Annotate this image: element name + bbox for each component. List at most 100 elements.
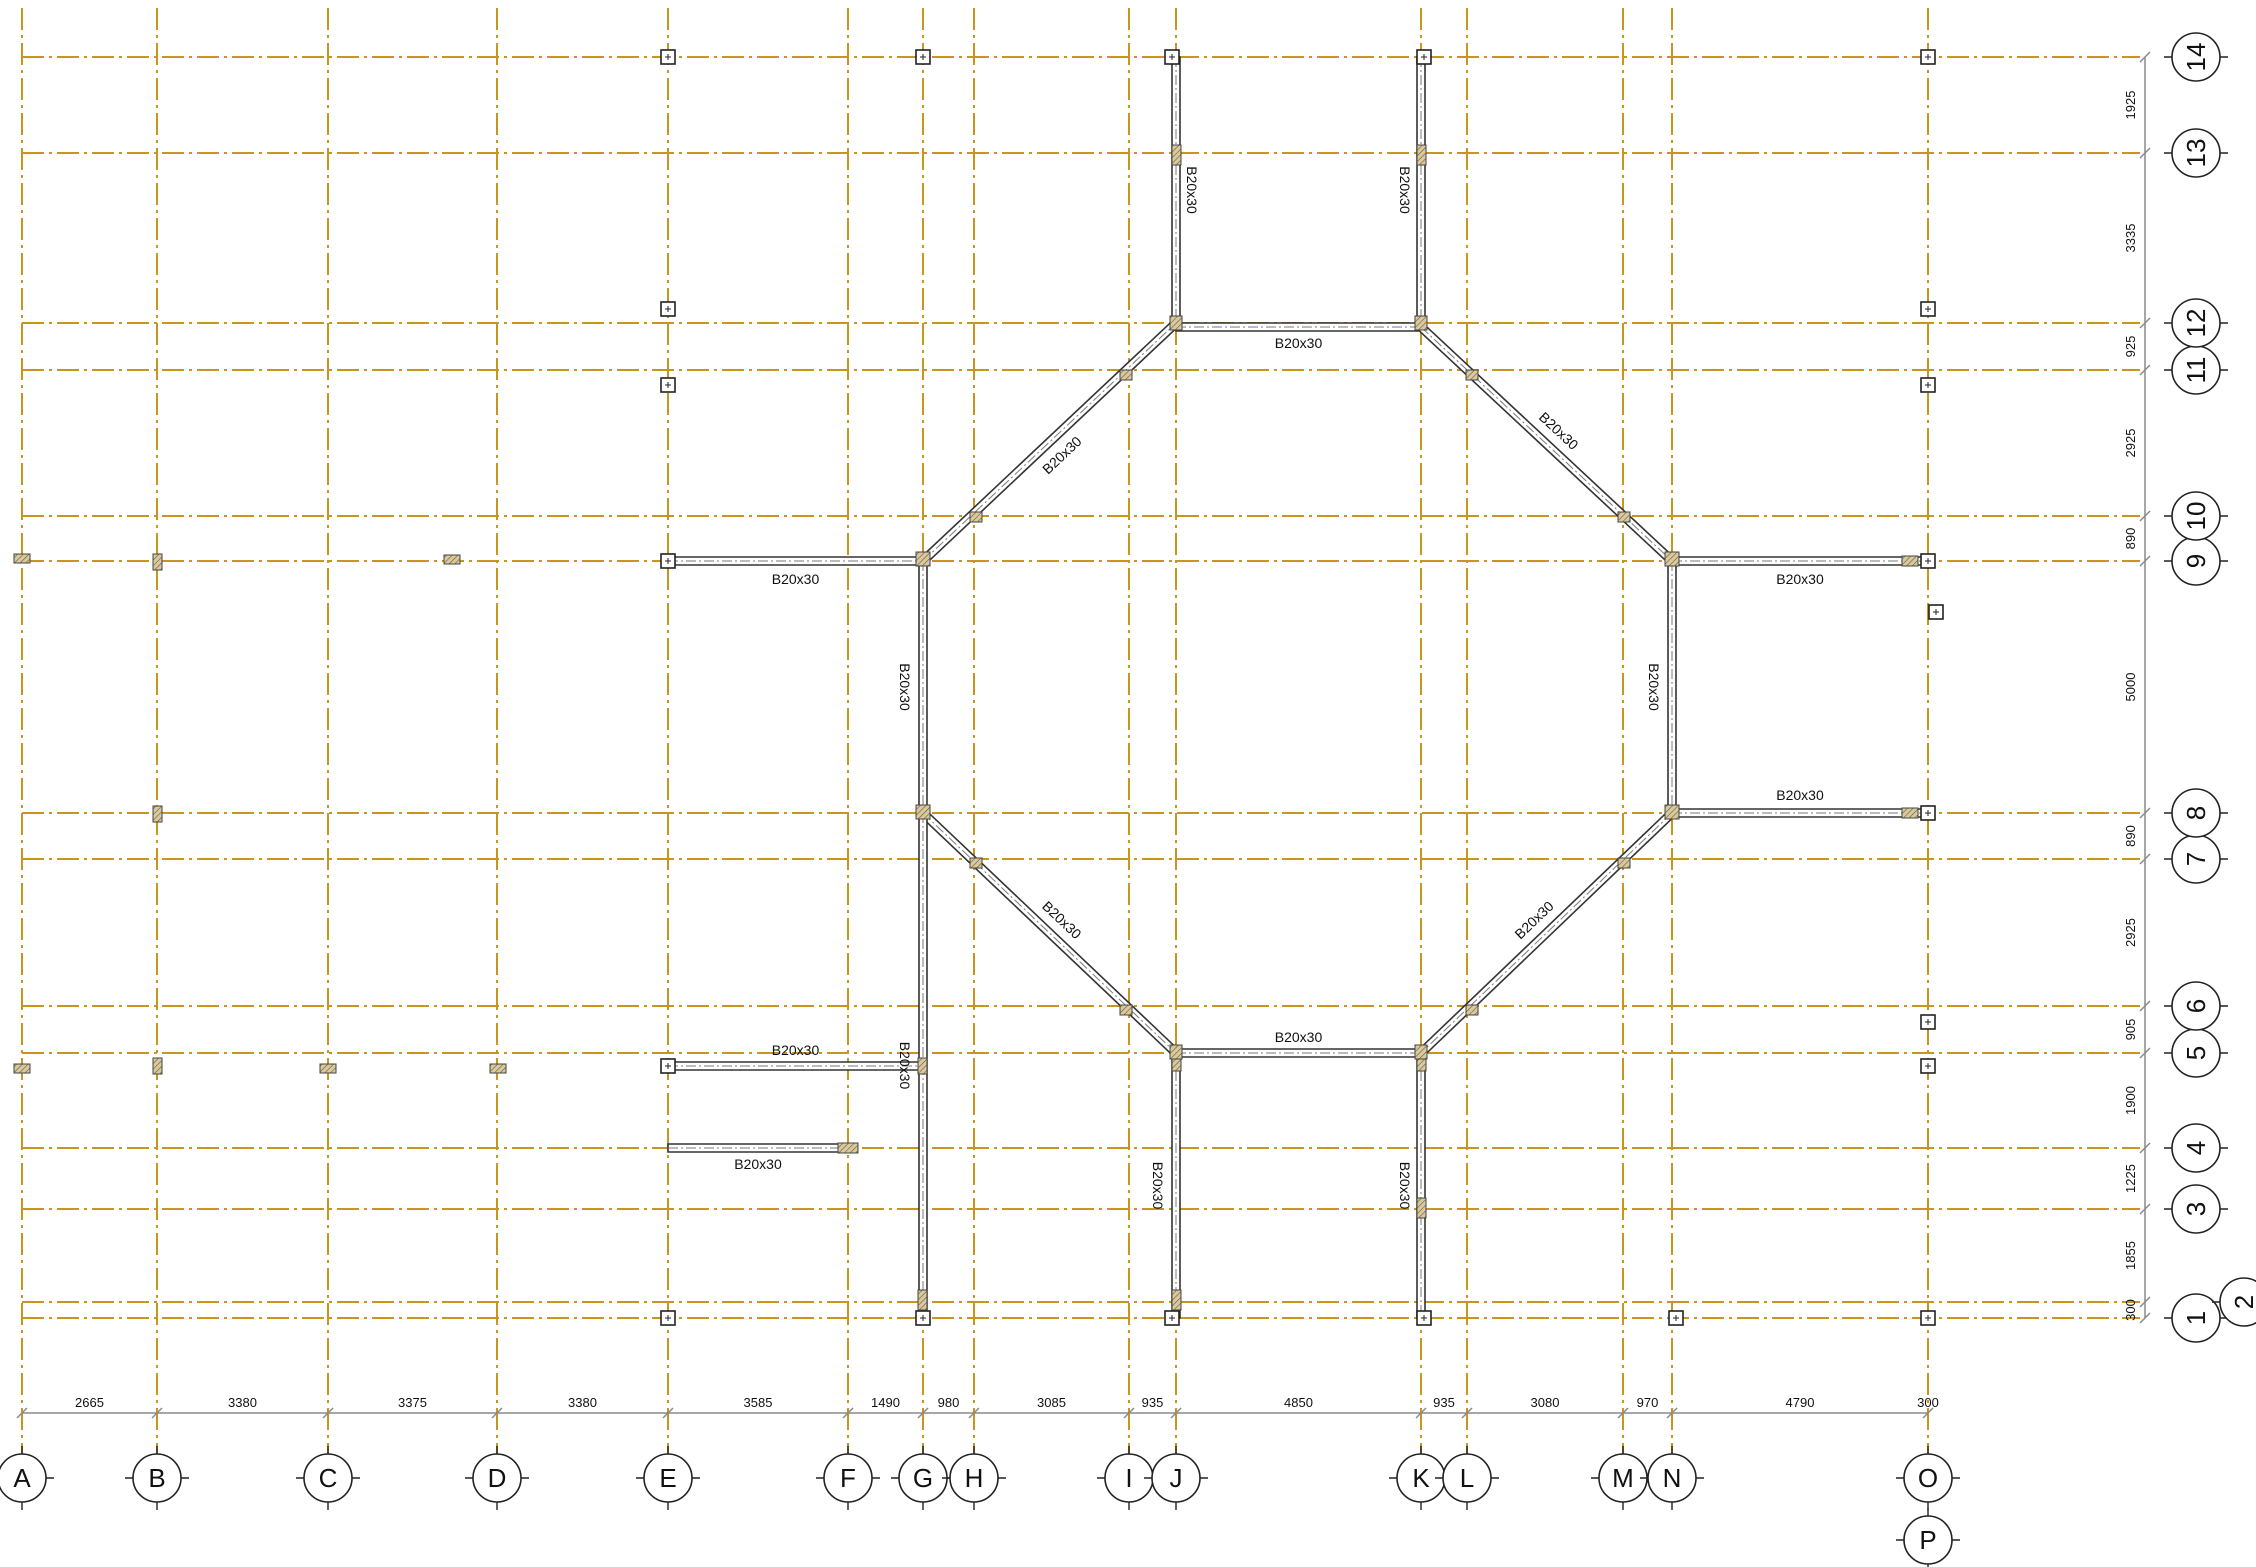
axis-bubble-4: 4 bbox=[2164, 1123, 2228, 1173]
beam-stub bbox=[1664, 551, 1680, 567]
axis-bubble-label: M bbox=[1612, 1463, 1634, 1493]
beam-stub bbox=[915, 804, 931, 820]
y-dimension-label: 1900 bbox=[2123, 1086, 2138, 1115]
y-dimension-label: 1855 bbox=[2123, 1241, 2138, 1270]
x-dimension-tick bbox=[151, 1407, 163, 1419]
axis-bubble-label: 1 bbox=[2181, 1311, 2211, 1325]
beam-stub bbox=[1617, 857, 1631, 869]
axis-bubble-9: 9 bbox=[2164, 536, 2228, 586]
beam: B20x30 bbox=[1646, 560, 1677, 814]
beam-stub bbox=[319, 1063, 337, 1074]
axis-bubble-label: K bbox=[1412, 1463, 1430, 1493]
axis-bubble-label: 9 bbox=[2181, 554, 2211, 568]
column bbox=[1164, 49, 1180, 65]
beam: B20x30 bbox=[1671, 556, 1929, 587]
y-dimension-tick bbox=[2139, 317, 2151, 329]
axis-bubble-label: 2 bbox=[2229, 1295, 2256, 1309]
beam-stub bbox=[13, 1063, 31, 1074]
x-dimension-label: 4790 bbox=[1786, 1395, 1815, 1410]
column bbox=[1928, 604, 1944, 620]
column bbox=[660, 49, 676, 65]
beam-label: B20x30 bbox=[897, 1042, 913, 1090]
beams: B20x30 B20x30 B20x30 B20x30 B20x30 B20x30 B20x… bbox=[667, 56, 1929, 1319]
beam-stub bbox=[1617, 511, 1631, 523]
x-dimension-tick bbox=[1170, 1407, 1182, 1419]
column bbox=[1920, 805, 1936, 821]
x-dimension-tick bbox=[917, 1407, 929, 1419]
axis-bubble-circle bbox=[2171, 1184, 2221, 1234]
column bbox=[660, 553, 676, 569]
axis-bubble-e: E bbox=[636, 1446, 700, 1510]
y-dimension-label: 890 bbox=[2123, 528, 2138, 550]
beam-stub bbox=[1901, 555, 1919, 567]
beam: B20x30 bbox=[667, 1042, 924, 1071]
column bbox=[660, 301, 676, 317]
axis-bubble-circle bbox=[2219, 1277, 2256, 1327]
x-dimension-tick bbox=[662, 1407, 674, 1419]
axis-bubble-label: 14 bbox=[2181, 43, 2211, 72]
x-dimension-label: 300 bbox=[1917, 1395, 1939, 1410]
axis-bubble-circle bbox=[2171, 1123, 2221, 1173]
axis-bubble-j: J bbox=[1144, 1446, 1208, 1510]
beam-stub bbox=[917, 1289, 928, 1311]
column bbox=[915, 1310, 931, 1326]
x-dimension-label: 3085 bbox=[1037, 1395, 1066, 1410]
y-dimension-label: 925 bbox=[2123, 336, 2138, 358]
axis-bubble-label: I bbox=[1125, 1463, 1132, 1493]
axis-bubble-1: 1 bbox=[2164, 1293, 2228, 1343]
beam: B20x30 bbox=[667, 556, 924, 587]
axis-bubble-circle bbox=[1903, 1515, 1953, 1565]
column bbox=[1920, 377, 1936, 393]
axis-bubble-label: B bbox=[148, 1463, 165, 1493]
x-dimension-label: 2665 bbox=[75, 1395, 104, 1410]
column bbox=[660, 1058, 676, 1074]
beam-stub bbox=[1465, 369, 1479, 381]
axis-bubble-8: 8 bbox=[2164, 788, 2228, 838]
beam-stub bbox=[13, 553, 31, 564]
y-dimension-label: 2925 bbox=[2123, 918, 2138, 947]
axis-bubble-3: 3 bbox=[2164, 1184, 2228, 1234]
axis-bubble-circle bbox=[0, 1453, 47, 1503]
x-dimension-label: 3380 bbox=[228, 1395, 257, 1410]
column bbox=[1164, 1310, 1180, 1326]
beam: B20x30 bbox=[897, 560, 928, 814]
grid-lines bbox=[21, 8, 2140, 1490]
beam: B20x30 bbox=[1175, 1029, 1422, 1058]
y-dimension-label: 5000 bbox=[2123, 673, 2138, 702]
beam-label: B20x30 bbox=[1184, 166, 1200, 214]
axis-bubble-2: 2 bbox=[2212, 1277, 2256, 1327]
beam-centerline bbox=[1420, 812, 1673, 1054]
y-dimension-label: 1925 bbox=[2123, 91, 2138, 120]
beam-centerline bbox=[922, 812, 1177, 1054]
axis-bubble-label: F bbox=[840, 1463, 856, 1493]
axis-bubble-circle bbox=[643, 1453, 693, 1503]
beam: B20x30 bbox=[667, 1143, 849, 1172]
x-dimension-label: 1490 bbox=[871, 1395, 900, 1410]
beam-stub bbox=[1119, 369, 1133, 381]
column bbox=[1920, 1310, 1936, 1326]
y-dimension-tick bbox=[2139, 510, 2151, 522]
x-dimension-label: 935 bbox=[1142, 1395, 1164, 1410]
x-dimension-tick bbox=[1123, 1407, 1135, 1419]
axis-bubble-circle bbox=[472, 1453, 522, 1503]
axis-bubble-circle bbox=[949, 1453, 999, 1503]
beam-stub bbox=[969, 511, 983, 523]
column bbox=[1416, 49, 1432, 65]
axis-bubble-label: P bbox=[1919, 1525, 1936, 1555]
x-dimension-tick bbox=[842, 1407, 854, 1419]
axis-bubble-l: L bbox=[1435, 1446, 1499, 1510]
axis-bubble-label: 10 bbox=[2181, 502, 2211, 531]
beam-stub bbox=[917, 1057, 928, 1075]
y-dimension-label: 1225 bbox=[2123, 1164, 2138, 1193]
beam: B20x30 bbox=[1417, 322, 1676, 566]
column bbox=[660, 377, 676, 393]
beam-stub bbox=[1414, 1044, 1428, 1060]
beam-stub bbox=[443, 554, 461, 565]
x-dimension-tick bbox=[1461, 1407, 1473, 1419]
axis-bubble-label: D bbox=[488, 1463, 507, 1493]
y-dimension-tick bbox=[2139, 853, 2151, 865]
y-dimension-tick bbox=[2139, 1203, 2151, 1215]
axis-bubble-p: P bbox=[1896, 1508, 1960, 1567]
x-dimension-label: 980 bbox=[938, 1395, 960, 1410]
